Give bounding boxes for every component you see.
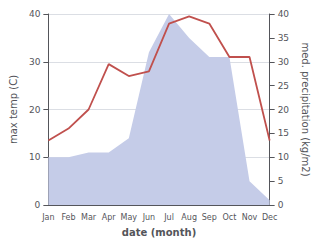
svg-text:40: 40: [278, 9, 290, 19]
svg-text:20: 20: [278, 105, 290, 115]
svg-text:5: 5: [278, 176, 284, 186]
svg-text:Jan: Jan: [41, 213, 54, 222]
svg-text:40: 40: [29, 9, 41, 19]
svg-text:max temp (C): max temp (C): [8, 75, 19, 144]
svg-text:10: 10: [278, 152, 290, 162]
svg-text:Jun: Jun: [142, 213, 156, 222]
svg-text:Jul: Jul: [163, 213, 174, 222]
svg-text:Nov: Nov: [242, 213, 258, 222]
svg-text:Sep: Sep: [202, 213, 217, 222]
svg-text:35: 35: [278, 33, 289, 43]
svg-text:30: 30: [278, 57, 290, 67]
svg-text:Dec: Dec: [262, 213, 277, 222]
svg-text:Apr: Apr: [102, 213, 117, 222]
svg-text:30: 30: [29, 57, 41, 67]
svg-text:25: 25: [278, 81, 289, 91]
svg-text:0: 0: [35, 200, 41, 210]
svg-text:Feb: Feb: [61, 213, 75, 222]
svg-text:May: May: [121, 213, 138, 222]
svg-text:20: 20: [29, 105, 41, 115]
svg-text:0: 0: [278, 200, 284, 210]
svg-text:10: 10: [29, 152, 41, 162]
svg-text:date (month): date (month): [122, 227, 196, 238]
svg-text:Oct: Oct: [222, 213, 236, 222]
svg-text:Aug: Aug: [181, 213, 197, 222]
svg-text:Mar: Mar: [81, 213, 97, 222]
svg-text:15: 15: [278, 128, 289, 138]
svg-text:med. precipitation (kg/m2): med. precipitation (kg/m2): [300, 42, 311, 176]
